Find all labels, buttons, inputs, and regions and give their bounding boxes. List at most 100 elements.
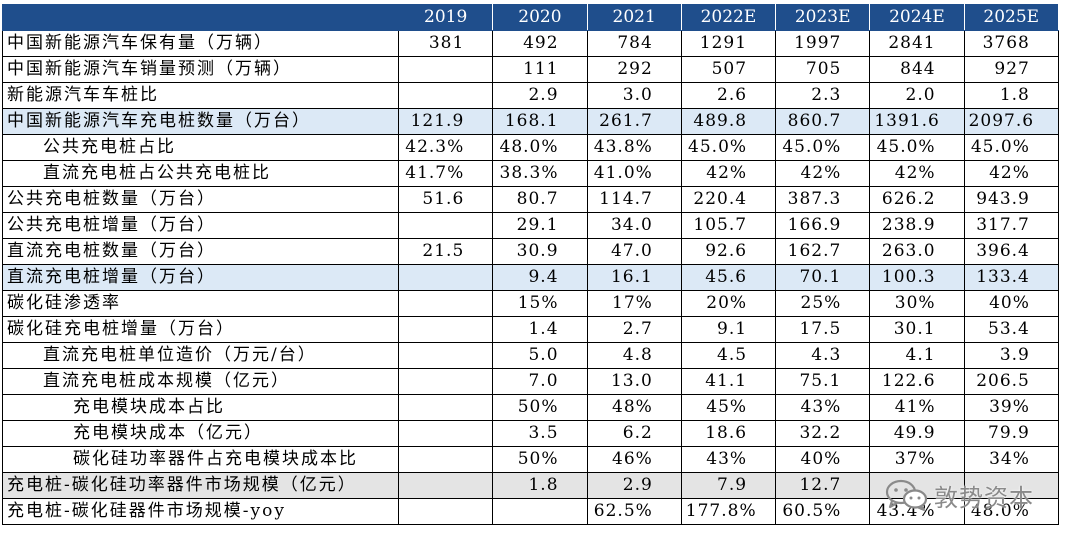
row-value: 20% <box>680 290 777 317</box>
row-value: 177.8% <box>680 498 777 525</box>
table-row: 充电模块成本（亿元） 3.5 6.2 18.6 32.2 49.9 79.9 <box>2 420 1059 447</box>
row-value: 41.0% <box>586 160 682 187</box>
row-value <box>397 290 494 317</box>
header-row: 2019 2020 2021 2022E 2023E 2024E 2025E <box>2 4 1059 31</box>
row-value: 60.5% <box>775 498 871 525</box>
row-value: 162.7 <box>775 238 871 265</box>
row-value: 105.7 <box>680 212 777 239</box>
row-value: 166.9 <box>775 212 871 239</box>
table-row: 碳化硅功率器件占充电模块成本比 50% 46% 43% 40% 37% 34% <box>2 446 1059 473</box>
row-value: 261.7 <box>586 108 682 135</box>
row-value <box>397 420 494 447</box>
table-row: 公共充电桩占比 42.3% 48.0% 43.8% 45.0% 45.0% 45… <box>2 134 1059 161</box>
row-value: 30% <box>869 290 965 317</box>
row-value: 41.7% <box>397 160 494 187</box>
row-label: 中国新能源汽车保有量（万辆） <box>2 30 399 57</box>
row-value: 5.0 <box>492 342 588 369</box>
row-value <box>397 56 494 83</box>
row-value: 16.1 <box>586 264 682 291</box>
row-value: 43% <box>680 446 777 473</box>
table-row: 充电模块成本占比 50% 48% 45% 43% 41% 39% <box>2 394 1059 421</box>
row-value: 396.4 <box>963 238 1059 265</box>
row-value: 43.8% <box>586 134 682 161</box>
row-value: 12.7 <box>775 472 871 499</box>
row-label: 碳化硅充电桩增量（万台） <box>2 316 399 343</box>
row-value: 17% <box>586 290 682 317</box>
row-value: 206.5 <box>963 368 1059 395</box>
row-value: 46% <box>586 446 682 473</box>
row-value: 507 <box>680 56 777 83</box>
row-value: 2.9 <box>492 82 588 109</box>
row-value: 50% <box>492 446 588 473</box>
row-value: 4.3 <box>775 342 871 369</box>
table-row-highlighted: 中国新能源汽车充电桩数量（万台） 121.9 168.1 261.7 489.8… <box>2 108 1059 135</box>
row-value: 29.1 <box>492 212 588 239</box>
row-value: 4.8 <box>586 342 682 369</box>
row-value: 41.1 <box>680 368 777 395</box>
row-value: 34% <box>963 446 1059 473</box>
row-label: 充电桩-碳化硅功率器件市场规模（亿元） <box>2 472 399 499</box>
row-value: 53.4 <box>963 316 1059 343</box>
row-value: 1.4 <box>492 316 588 343</box>
row-value: 2.7 <box>586 316 682 343</box>
row-value <box>397 342 494 369</box>
table-row-highlighted: 直流充电桩增量（万台） 9.4 16.1 45.6 70.1 100.3 133… <box>2 264 1059 291</box>
row-value: 38.3% <box>492 160 588 187</box>
row-value: 43% <box>775 394 871 421</box>
row-value: 45.6 <box>680 264 777 291</box>
row-value: 4.1 <box>869 342 965 369</box>
forecast-table: 2019 2020 2021 2022E 2023E 2024E 2025E 中… <box>2 4 1059 525</box>
table-row-highlighted: 充电桩-碳化硅功率器件市场规模（亿元） 1.8 2.9 7.9 12.7 <box>2 472 1059 499</box>
year-header: 2021 <box>586 4 682 31</box>
row-value: 30.1 <box>869 316 965 343</box>
row-label: 直流充电桩占公共充电桩比 <box>2 160 399 187</box>
row-value: 2.0 <box>869 82 965 109</box>
row-value: 41% <box>869 394 965 421</box>
row-value: 42% <box>963 160 1059 187</box>
row-value: 45.0% <box>680 134 777 161</box>
row-value: 100.3 <box>869 264 965 291</box>
row-value: 17.5 <box>775 316 871 343</box>
watermark: 敦势资本 <box>884 476 1034 514</box>
row-label: 新能源汽车车桩比 <box>2 82 399 109</box>
row-label: 直流充电桩成本规模（亿元） <box>2 368 399 395</box>
row-value: 40% <box>775 446 871 473</box>
row-value: 48% <box>586 394 682 421</box>
row-value: 13.0 <box>586 368 682 395</box>
row-value: 80.7 <box>492 186 588 213</box>
row-value <box>397 472 494 499</box>
year-header: 2019 <box>397 4 494 31</box>
row-value: 45.0% <box>963 134 1059 161</box>
row-value: 92.6 <box>680 238 777 265</box>
row-value: 32.2 <box>775 420 871 447</box>
row-value: 75.1 <box>775 368 871 395</box>
row-value: 62.5% <box>586 498 682 525</box>
row-value: 50% <box>492 394 588 421</box>
row-value: 7.9 <box>680 472 777 499</box>
row-label: 中国新能源汽车销量预测（万辆） <box>2 56 399 83</box>
table-row: 公共充电桩数量（万台） 51.6 80.7 114.7 220.4 387.3 … <box>2 186 1059 213</box>
row-value: 1291 <box>680 30 777 57</box>
row-label: 充电模块成本占比 <box>2 394 399 421</box>
row-value: 6.2 <box>586 420 682 447</box>
row-value: 42% <box>869 160 965 187</box>
row-value: 34.0 <box>586 212 682 239</box>
row-value: 48.0% <box>492 134 588 161</box>
row-value: 47.0 <box>586 238 682 265</box>
table-row: 碳化硅渗透率 15% 17% 20% 25% 30% 40% <box>2 290 1059 317</box>
year-header: 2024E <box>869 4 965 31</box>
row-value <box>492 498 588 525</box>
row-value: 1997 <box>775 30 871 57</box>
year-header: 2022E <box>680 4 777 31</box>
table-row: 公共充电桩增量（万台） 29.1 34.0 105.7 166.9 238.9 … <box>2 212 1059 239</box>
row-value: 705 <box>775 56 871 83</box>
table-row: 直流充电桩成本规模（亿元） 7.0 13.0 41.1 75.1 122.6 2… <box>2 368 1059 395</box>
row-value: 3.9 <box>963 342 1059 369</box>
row-label: 公共充电桩数量（万台） <box>2 186 399 213</box>
row-value: 292 <box>586 56 682 83</box>
row-value: 51.6 <box>397 186 494 213</box>
year-header: 2023E <box>775 4 871 31</box>
row-value: 45.0% <box>869 134 965 161</box>
row-value: 1.8 <box>492 472 588 499</box>
row-value: 40% <box>963 290 1059 317</box>
